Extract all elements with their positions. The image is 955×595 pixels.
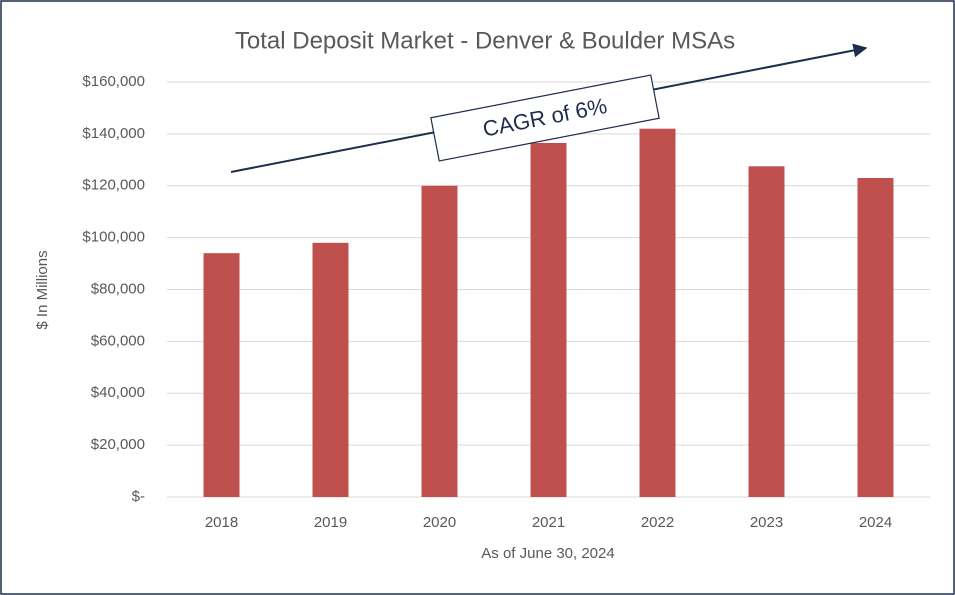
y-tick-label: $40,000: [91, 384, 145, 401]
bar: [421, 185, 458, 497]
bar: [639, 128, 676, 497]
x-tick-label: 2020: [423, 514, 456, 531]
annotation-group: CAGR of 6%: [230, 43, 868, 173]
annotation-box: [430, 74, 660, 162]
x-tick-label: 2021: [532, 514, 565, 531]
x-tick-label: 2022: [641, 514, 674, 531]
bar: [312, 242, 349, 497]
x-tick-label: 2018: [205, 514, 238, 531]
y-tick-label: $60,000: [91, 332, 145, 349]
y-tick-label: $80,000: [91, 280, 145, 297]
y-tick-label: $140,000: [82, 125, 145, 142]
x-tick-label: 2019: [314, 514, 347, 531]
x-axis-label: As of June 30, 2024: [481, 545, 614, 562]
bar: [530, 142, 567, 497]
bar: [748, 166, 785, 497]
y-axis-label: $ In Millions: [34, 250, 51, 329]
bar: [203, 253, 240, 497]
chart-title: Total Deposit Market - Denver & Boulder …: [235, 27, 735, 54]
y-tick-label: $120,000: [82, 177, 145, 194]
y-tick-label: $160,000: [82, 73, 145, 90]
y-tick-label: $100,000: [82, 229, 145, 246]
y-tick-label: $-: [132, 488, 145, 505]
bar: [857, 177, 894, 497]
plot-area: $- $20,000 $40,000 $60,000 $80,000 $100,000 $1…: [82, 73, 930, 531]
x-tick-label: 2024: [859, 514, 892, 531]
x-tick-label: 2023: [750, 514, 783, 531]
y-tick-label: $20,000: [91, 436, 145, 453]
